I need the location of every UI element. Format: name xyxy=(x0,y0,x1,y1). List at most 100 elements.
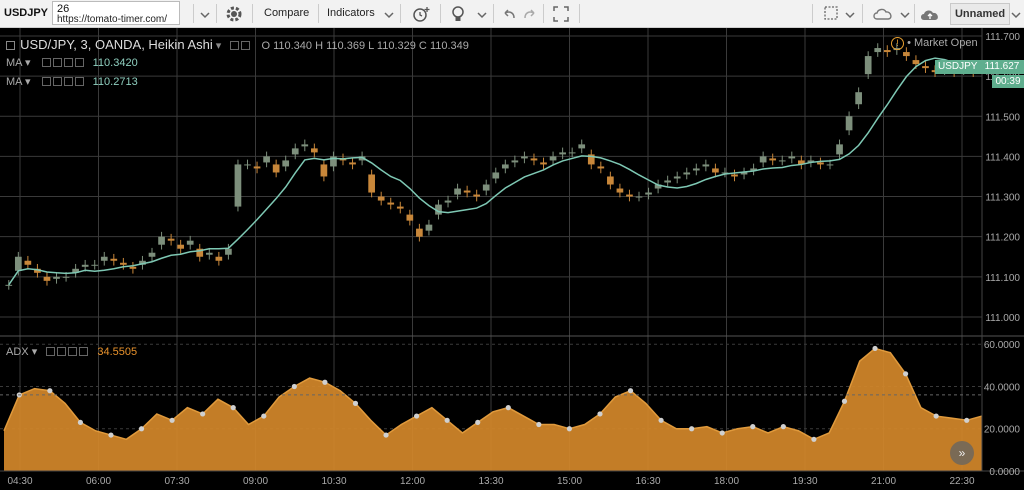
layout-icon[interactable] xyxy=(822,4,840,24)
plus-icon[interactable] xyxy=(68,347,78,356)
adx-data-point xyxy=(47,388,53,394)
cloud-icon[interactable] xyxy=(871,4,897,24)
candle-body xyxy=(311,148,318,153)
scroll-to-realtime-button[interactable]: » xyxy=(950,441,974,465)
collapse-icon[interactable] xyxy=(6,41,15,50)
ma1-value: 110.3420 xyxy=(92,57,138,69)
adx-data-point xyxy=(658,417,664,423)
divider xyxy=(862,4,863,23)
undo-icon[interactable] xyxy=(500,4,518,24)
adx-data-point xyxy=(750,424,756,430)
candle-body xyxy=(511,160,519,163)
x-tick-label: 15:00 xyxy=(557,476,582,487)
y-tick-label: 0.0000 xyxy=(989,467,1020,478)
indicators-button[interactable]: Indicators xyxy=(327,7,375,19)
chevron-down-icon[interactable]: ▾ xyxy=(24,76,31,88)
candle-body xyxy=(406,214,414,221)
candle-body xyxy=(377,196,385,201)
plus-icon[interactable] xyxy=(63,77,73,86)
settings-icon[interactable] xyxy=(241,41,251,50)
divider xyxy=(543,4,544,23)
redo-icon[interactable] xyxy=(521,4,539,24)
candle-body xyxy=(607,176,614,185)
x-tick-label: 06:00 xyxy=(86,476,111,487)
candle-body xyxy=(215,256,223,261)
compare-button[interactable]: Compare xyxy=(264,7,310,19)
settings-icon[interactable] xyxy=(52,58,62,67)
adx-data-point xyxy=(444,417,450,423)
eye-icon[interactable] xyxy=(230,41,240,50)
candle-body xyxy=(731,174,738,177)
plus-icon[interactable] xyxy=(63,58,73,67)
gear-icon[interactable] xyxy=(224,4,244,24)
candle-body xyxy=(864,56,872,75)
fullscreen-icon[interactable] xyxy=(551,4,571,24)
info-icon[interactable]: ! xyxy=(891,37,904,50)
candle-body xyxy=(473,194,481,197)
adx-area xyxy=(4,348,982,471)
layout-name-button[interactable]: Unnamed xyxy=(950,3,1010,25)
grid xyxy=(0,28,982,472)
x-tick-label: 16:30 xyxy=(635,476,660,487)
lightbulb-chevron-icon[interactable] xyxy=(475,4,489,24)
candle-body xyxy=(177,244,184,249)
candle-body xyxy=(139,260,146,265)
indicators-chevron-icon[interactable] xyxy=(382,4,396,24)
candle-body xyxy=(148,252,156,257)
candle-body xyxy=(587,154,595,165)
candle-body xyxy=(272,164,280,173)
cloud-chevron-icon[interactable] xyxy=(898,4,912,24)
candle-body xyxy=(320,164,328,177)
close-icon[interactable] xyxy=(79,347,89,356)
candle-body xyxy=(549,156,557,161)
layout-name-chevron-icon[interactable] xyxy=(1010,4,1022,24)
y-tick-label: 60.0000 xyxy=(984,340,1021,351)
candle-body xyxy=(788,156,796,159)
x-tick-label: 10:30 xyxy=(321,476,346,487)
close-icon[interactable] xyxy=(74,58,84,67)
symbol-search[interactable]: USDJPY xyxy=(4,7,49,19)
eye-icon[interactable] xyxy=(41,77,51,86)
candle-body xyxy=(24,260,32,265)
chevron-down-icon[interactable]: ▾ xyxy=(31,346,38,358)
candle-body xyxy=(721,172,729,174)
candle-body xyxy=(291,148,299,155)
lightbulb-icon[interactable] xyxy=(449,4,467,24)
adx-data-point xyxy=(505,405,511,411)
candle-body xyxy=(425,224,433,231)
settings-icon[interactable] xyxy=(57,347,67,356)
interval-field[interactable]: 26 https://tomato-timer.com/ xyxy=(52,1,180,25)
adx-value: 34.5505 xyxy=(97,346,138,358)
close-icon[interactable] xyxy=(74,77,84,86)
chart-area[interactable]: 04:30 06:00 07:30 09:00 10:30 12:00 13:30 15:00… xyxy=(0,28,1024,490)
candle-body xyxy=(368,174,375,193)
market-status: ! • Market Open xyxy=(891,37,978,50)
chevron-down-icon[interactable]: ▾ xyxy=(215,40,222,52)
candle-body xyxy=(120,262,127,265)
candle-body xyxy=(903,52,910,57)
chevron-down-icon[interactable] xyxy=(198,4,212,24)
candle-body xyxy=(330,156,337,167)
chevron-down-icon[interactable]: ▾ xyxy=(24,57,31,69)
y-tick-label: 111.400 xyxy=(985,152,1020,163)
x-tick-label: 13:30 xyxy=(478,476,503,487)
candle-body xyxy=(53,276,60,279)
candle-body xyxy=(225,248,232,255)
candle-body xyxy=(129,266,137,269)
x-tick-label: 18:00 xyxy=(714,476,739,487)
alarm-icon[interactable] xyxy=(410,4,432,24)
eye-icon[interactable] xyxy=(41,58,51,67)
candle-body xyxy=(578,144,586,149)
ohlc-o-value: 110.340 xyxy=(273,40,313,52)
x-tick-label: 21:00 xyxy=(871,476,896,487)
settings-icon[interactable] xyxy=(52,77,62,86)
adx-data-point xyxy=(872,345,878,352)
layout-chevron-icon[interactable] xyxy=(843,4,857,24)
divider xyxy=(252,4,253,23)
divider xyxy=(812,4,813,23)
ohlc-h-label: H xyxy=(315,40,324,52)
eye-icon[interactable] xyxy=(46,347,56,356)
cloud-upload-icon[interactable] xyxy=(918,4,944,24)
adx-data-point xyxy=(291,383,297,390)
chart-title: USD/JPY, 3, OANDA, Heikin Ashi xyxy=(20,37,213,52)
